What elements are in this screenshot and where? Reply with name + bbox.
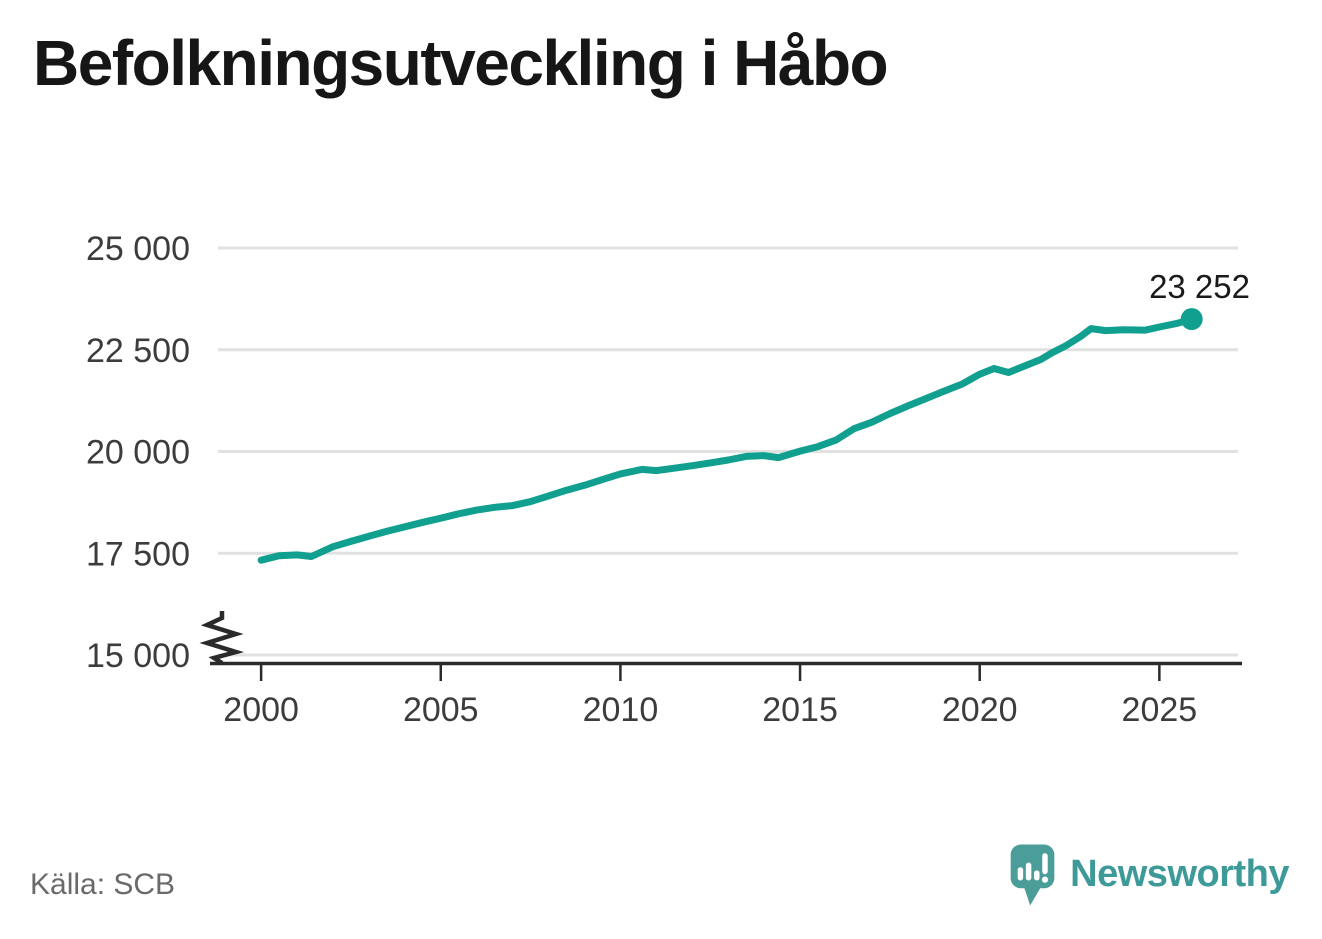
- newsworthy-logo-icon: [1010, 844, 1055, 906]
- x-axis-tick-label: 2020: [942, 691, 1018, 729]
- y-axis-tick-label: 22 500: [86, 332, 190, 370]
- population-series-line: [257, 315, 1196, 564]
- y-axis-tick-label: 25 000: [86, 230, 190, 268]
- latest-value-dot: [1180, 308, 1203, 331]
- x-axis-tick-label: 2005: [403, 691, 479, 729]
- brand-wordmark: Newsworthy: [1070, 853, 1289, 895]
- latest-value-label: 23 252: [1149, 268, 1250, 305]
- y-axis-tick-label: 17 500: [86, 535, 190, 573]
- newsworthy-branding: Newsworthy: [1009, 843, 1289, 907]
- x-axis-tick-label: 2000: [223, 691, 299, 729]
- y-axis-tick-label: 20 000: [86, 434, 190, 472]
- x-axis-tick-label: 2010: [583, 691, 659, 729]
- source-note: Källa: SCB: [30, 868, 176, 901]
- x-axis-tick-label: 2015: [762, 691, 838, 729]
- x-axis-tick-label: 2025: [1122, 691, 1198, 729]
- y-axis-break-icon: [199, 611, 245, 665]
- y-axis-tick-label: 15 000: [86, 637, 190, 675]
- chart-title: Befolkningsutveckling i Håbo: [33, 27, 889, 99]
